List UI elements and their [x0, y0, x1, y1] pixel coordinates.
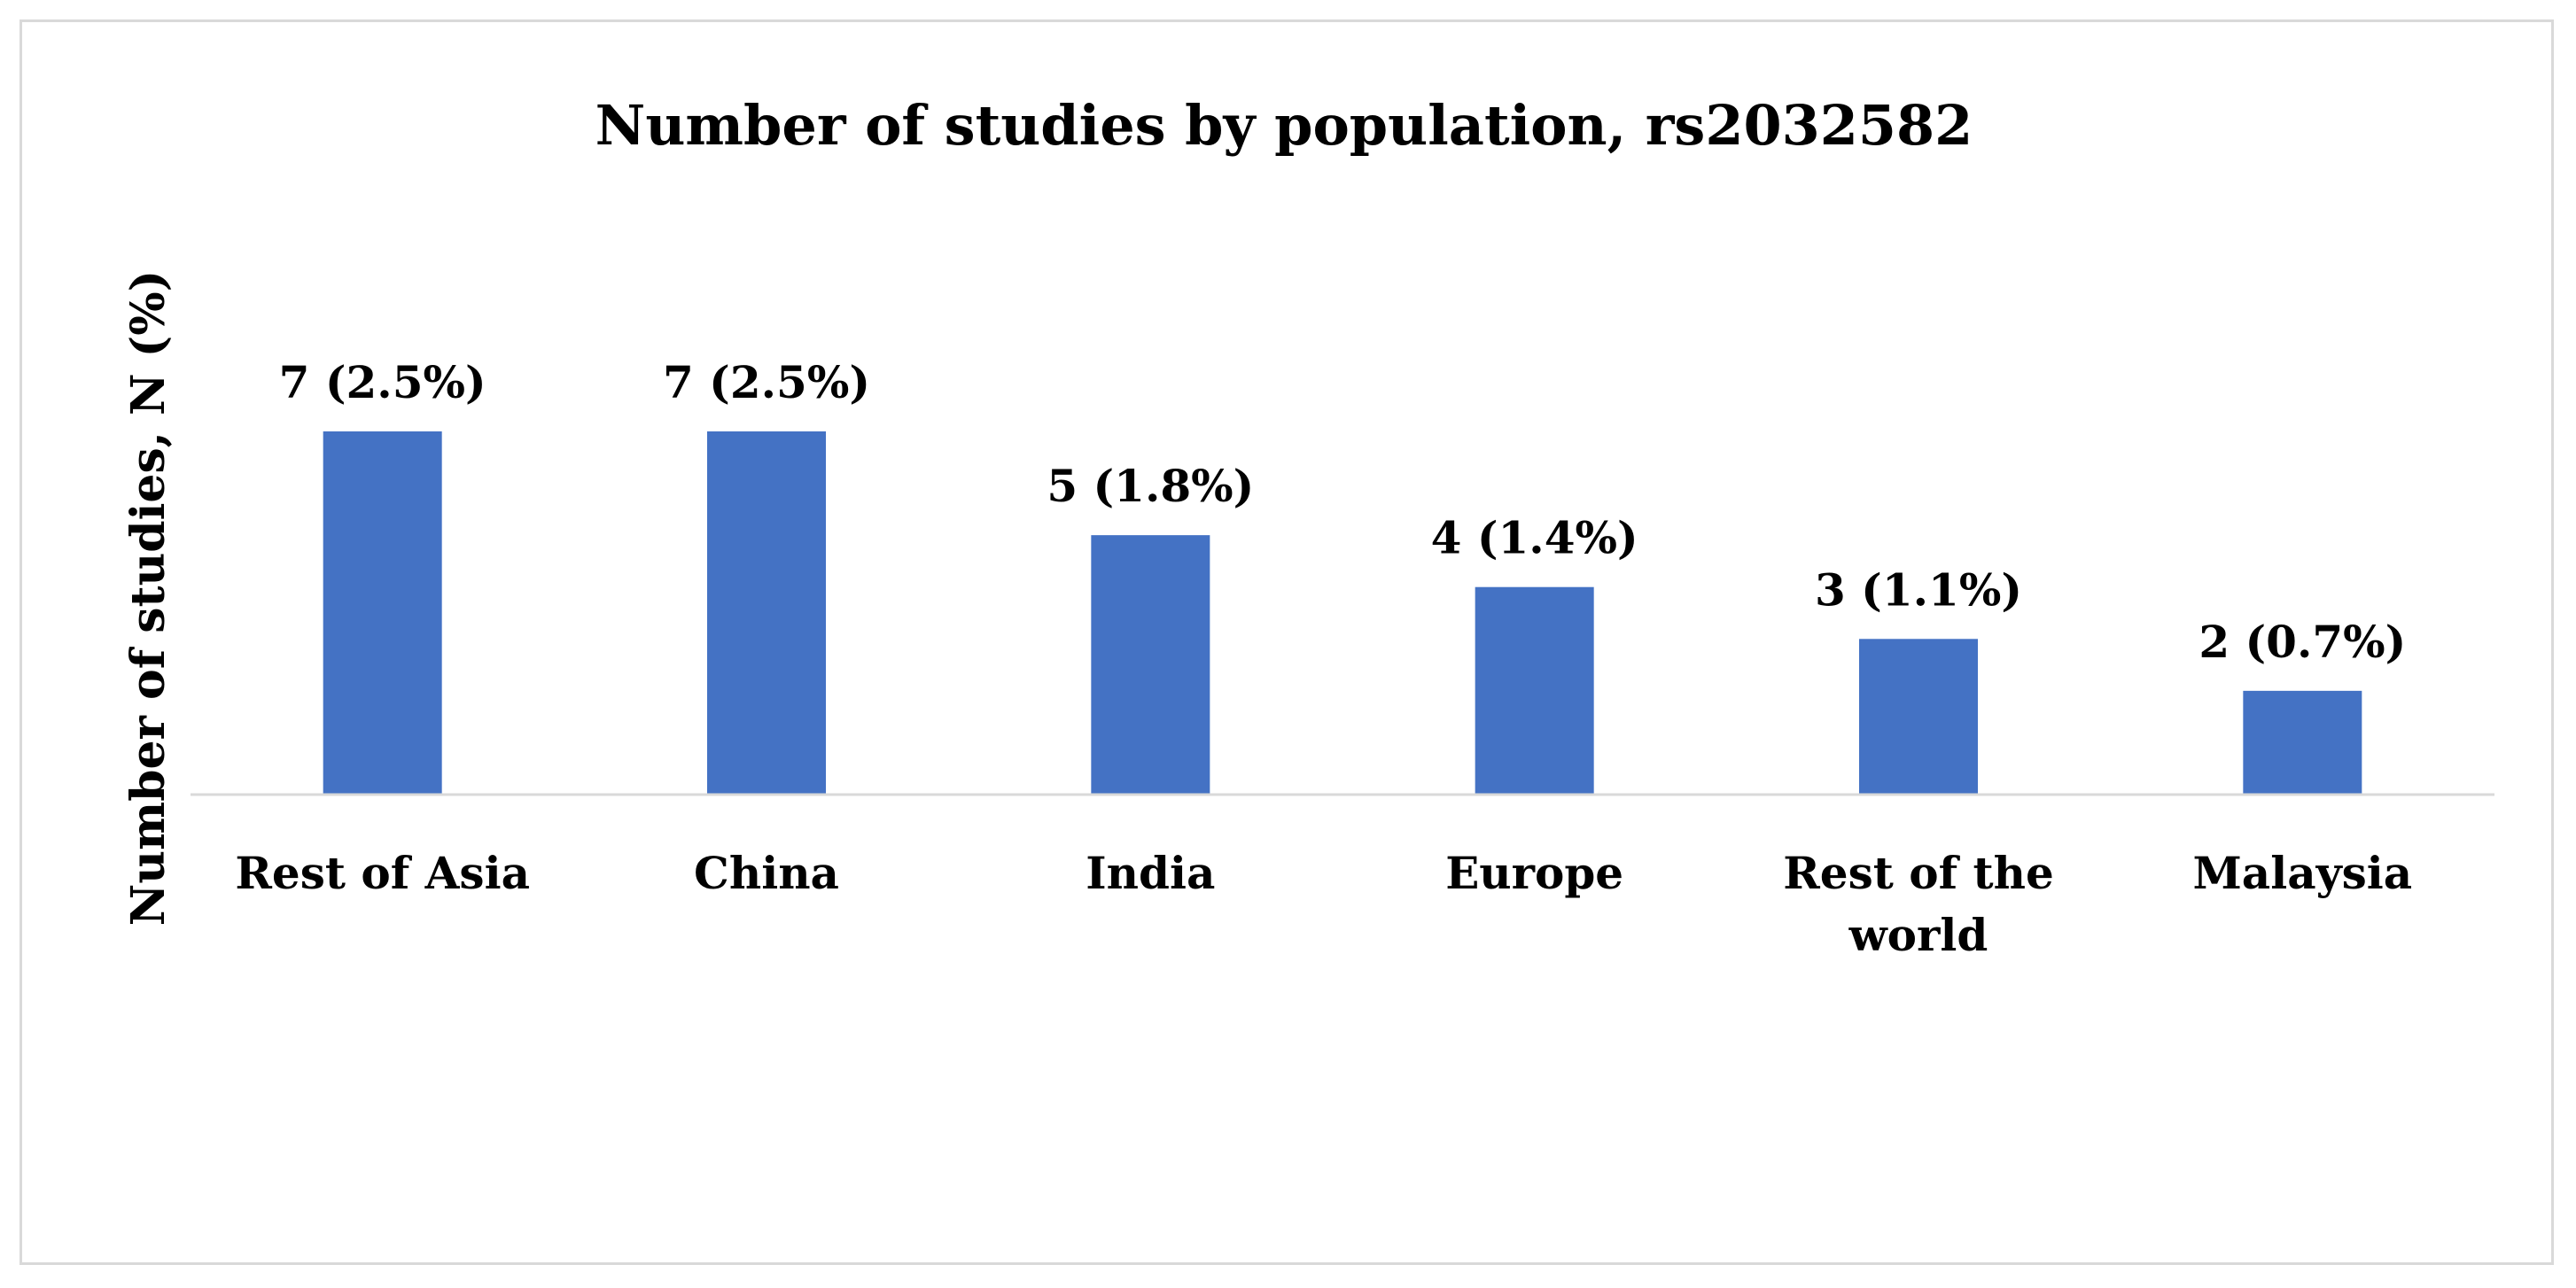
bar-1	[707, 431, 826, 795]
category-label-4: Rest of the world	[1783, 847, 2054, 961]
data-label-2: 5 (1.8%)	[1047, 460, 1254, 512]
category-label-3: Europe	[1445, 847, 1623, 899]
data-label-3: 4 (1.4%)	[1431, 512, 1638, 564]
bar-2	[1091, 535, 1210, 795]
data-label-5: 2 (0.7%)	[2199, 616, 2406, 668]
y-axis-title: Number of studies, N (%)	[121, 270, 175, 927]
chart-frame: Number of studies by population, rs20325…	[19, 19, 2554, 1265]
category-label-1: China	[694, 847, 839, 899]
category-label-line: world	[1848, 909, 1988, 961]
category-labels-group: Rest of Asia China India Europe Rest of the w…	[235, 847, 2412, 961]
chart-title: Number of studies by population, rs20325…	[595, 93, 1973, 158]
category-label-line: Rest of Asia	[235, 847, 530, 899]
bar-3	[1475, 586, 1594, 795]
category-label-5: Malaysia	[2192, 847, 2412, 899]
bar-chart: Number of studies by population, rs20325…	[121, 93, 2494, 961]
category-label-line: China	[694, 847, 839, 899]
bar-5	[2243, 690, 2362, 795]
category-label-line: Rest of the	[1783, 847, 2054, 899]
bar-0	[323, 431, 442, 795]
category-label-line: Europe	[1445, 847, 1623, 899]
data-label-1: 7 (2.5%)	[663, 356, 870, 408]
category-label-2: India	[1086, 847, 1215, 899]
bar-4	[1859, 639, 1978, 795]
category-label-0: Rest of Asia	[235, 847, 530, 899]
category-label-line: India	[1086, 847, 1215, 899]
data-label-4: 3 (1.1%)	[1815, 563, 2022, 616]
data-labels-group: 7 (2.5%) 7 (2.5%) 5 (1.8%) 4 (1.4%) 3 (1.1%)…	[279, 356, 2407, 668]
data-label-0: 7 (2.5%)	[279, 356, 486, 408]
category-label-line: Malaysia	[2192, 847, 2412, 899]
bars-group	[323, 431, 2362, 795]
